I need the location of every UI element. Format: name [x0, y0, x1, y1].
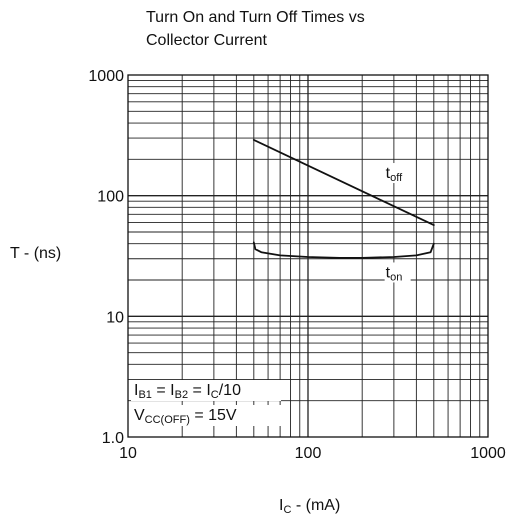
plot-frame: [127, 74, 489, 438]
annotation-part: = I: [188, 382, 211, 399]
annotation-part: V: [134, 407, 145, 424]
x-tick-label: 10: [119, 445, 137, 462]
series-line-toff: [252, 139, 435, 226]
y-axis-label: T - (ns): [10, 245, 61, 262]
series-label-sub: on: [390, 271, 402, 283]
series-label-sub: off: [390, 172, 403, 184]
annotation-part: B1: [138, 389, 151, 401]
annotation-part: I: [134, 382, 138, 399]
x-axis-label: IC - (mA): [279, 497, 340, 516]
series-label-toff: toff: [386, 165, 403, 184]
annotation-backing: [131, 380, 281, 401]
annotation-backing: [131, 405, 281, 426]
series-label-backing: [384, 163, 411, 184]
chart-grid: [128, 75, 488, 437]
series-label-ton: ton: [386, 264, 403, 283]
y-tick-label: 1000: [88, 68, 124, 85]
y-tick-label: 1.0: [102, 430, 124, 447]
chart-title-line-1: Turn On and Turn Off Times vs: [146, 9, 365, 26]
x-axis-label-rest: - (mA): [291, 497, 340, 514]
x-tick-label: 100: [295, 445, 322, 462]
annotation-part: = 15V: [190, 407, 237, 424]
annotation-part: = I: [152, 382, 175, 399]
x-axis-label-main: I: [279, 497, 283, 514]
annotation-part: B2: [175, 389, 188, 401]
chart-title: Turn On and Turn Off Times vs Collector …: [146, 6, 365, 52]
series-label-main: t: [386, 264, 391, 281]
y-tick-label: 10: [106, 309, 124, 326]
annotation-line-1: IB1 = IB2 = IC/10: [134, 382, 241, 401]
series-line-ton: [252, 241, 435, 259]
y-tick-label: 100: [97, 189, 124, 206]
x-axis-label-sub: C: [283, 504, 291, 516]
annotation-line-2: VCC(OFF) = 15V: [134, 407, 237, 426]
series-label-main: t: [386, 165, 391, 182]
annotation-part: CC(OFF): [145, 414, 190, 426]
x-tick-label: 1000: [470, 445, 506, 462]
series-label-backing: [384, 262, 411, 283]
chart-title-line-2: Collector Current: [146, 32, 267, 49]
annotation-part: /10: [219, 382, 241, 399]
annotation-part: C: [211, 389, 219, 401]
